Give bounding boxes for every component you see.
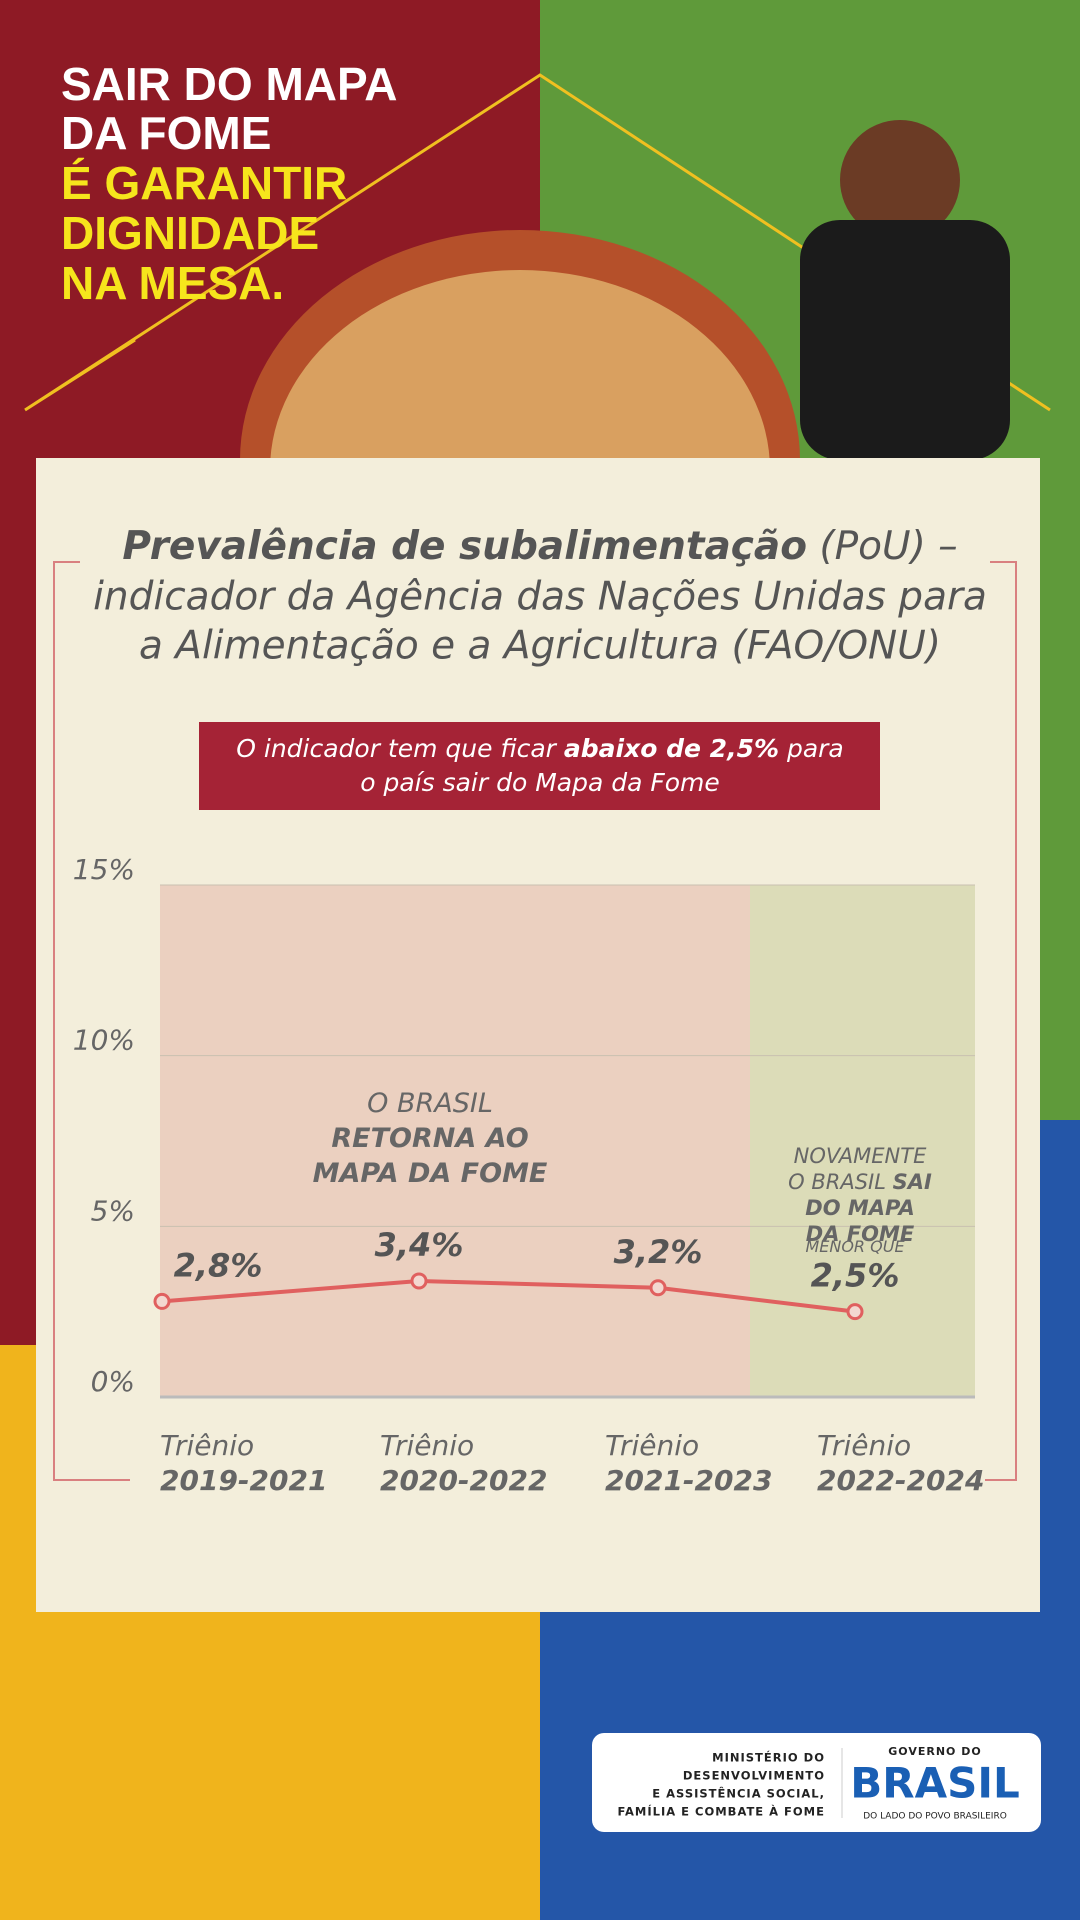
annotation: DA FOME	[806, 1222, 915, 1246]
annotation: MAPA DA FOME	[313, 1158, 548, 1189]
value-label: 2,5%	[811, 1257, 900, 1295]
chart-title: indicador da Agência das Nações Unidas p…	[93, 575, 987, 620]
subtitle-box	[199, 722, 880, 810]
headline: DIGNIDADE	[61, 207, 319, 259]
title-bold: Prevalência de subalimentação	[122, 524, 807, 569]
headline: É GARANTIR	[61, 157, 347, 209]
ministry: MINISTÉRIO DO DESENVOLVIMENTO E ASSISTÊN…	[617, 1750, 825, 1819]
point	[649, 1279, 667, 1297]
annotation: O BRASIL	[367, 1088, 493, 1119]
region-back-on-map	[160, 885, 750, 1397]
point	[153, 1292, 171, 1310]
annotation-part: O BRASIL	[367, 1088, 493, 1119]
gov-top: GOVERNO DO	[888, 1745, 981, 1758]
annotation: RETORNA AO	[331, 1123, 528, 1154]
value-note: MENOR QUE	[805, 1237, 905, 1256]
line	[161, 1278, 856, 1314]
annotation: O BRASIL SAI	[788, 1170, 932, 1194]
y-tick-label: 10%	[73, 1024, 135, 1057]
gov-name: BRASIL	[850, 1759, 1020, 1808]
ministry-line: MINISTÉRIO DO	[712, 1750, 825, 1765]
gov-slogan: DO LADO DO POVO BRASILEIRO	[863, 1812, 1007, 1822]
ministry-line: DESENVOLVIMENTO	[683, 1769, 825, 1783]
subtitle-text: O indicador tem que ficar	[236, 734, 564, 763]
ministry-line: E ASSISTÊNCIA SOCIAL,	[652, 1786, 825, 1801]
annotation-part: RETORNA AO	[331, 1123, 528, 1154]
headline: SAIR DO MAPA	[61, 58, 398, 110]
annotation: NOVAMENTE	[794, 1144, 927, 1168]
point	[410, 1272, 428, 1290]
x-tick-label: 2021-2023	[605, 1464, 772, 1497]
region-out-of-map	[750, 885, 975, 1397]
x-tick-label: 2022-2024	[817, 1464, 984, 1497]
value-label: 2,8%	[174, 1246, 263, 1284]
annotation-part: NOVAMENTE	[794, 1144, 927, 1168]
annotation-part: DO MAPA	[805, 1196, 914, 1220]
annotation-part: MAPA DA FOME	[313, 1158, 548, 1189]
subtitle: o país sair do Mapa da Fome	[360, 768, 720, 797]
ministry-line: FAMÍLIA E COMBATE À FOME	[617, 1804, 825, 1819]
cook-body	[800, 220, 1010, 460]
x-tick-label: Triênio	[380, 1429, 474, 1462]
x-tick-label: Triênio	[605, 1429, 699, 1462]
chart-title: a Alimentação e a Agricultura (FAO/ONU)	[139, 624, 941, 669]
y-tick-label: 15%	[73, 853, 135, 886]
chart-frame	[53, 561, 1017, 1481]
x-tick-label: Triênio	[160, 1429, 254, 1462]
chart-title: Prevalência de subalimentação (PoU) –	[122, 524, 957, 569]
y-tick-label: 5%	[91, 1194, 135, 1227]
plot: 0%5%10%15%Triênio2019-2021Triênio2020-20…	[73, 853, 985, 1497]
headline: DA FOME	[61, 107, 271, 159]
subtitle: O indicador tem que ficar abaixo de 2,5%…	[236, 734, 844, 763]
annotation: DO MAPA	[805, 1196, 914, 1220]
subtitle-bold: abaixo de 2,5%	[564, 734, 779, 763]
cook	[840, 120, 960, 240]
value-label: 3,4%	[375, 1226, 464, 1264]
annotation-part: O BRASIL	[788, 1170, 892, 1194]
y-tick-label: 0%	[91, 1365, 135, 1398]
x-tick-label: 2020-2022	[380, 1464, 547, 1497]
title-rest: (PoU) –	[807, 524, 958, 569]
annotation-part: SAI	[893, 1170, 932, 1194]
logo-box	[592, 1733, 1041, 1832]
value-label: 3,2%	[614, 1233, 703, 1271]
x-tick-label: Triênio	[817, 1429, 911, 1462]
subtitle-text: para	[779, 734, 844, 763]
headline: NA MESA.	[61, 257, 284, 309]
point	[846, 1303, 864, 1321]
x-tick-label: 2019-2021	[160, 1464, 327, 1497]
annotation-part: DA FOME	[806, 1222, 915, 1246]
